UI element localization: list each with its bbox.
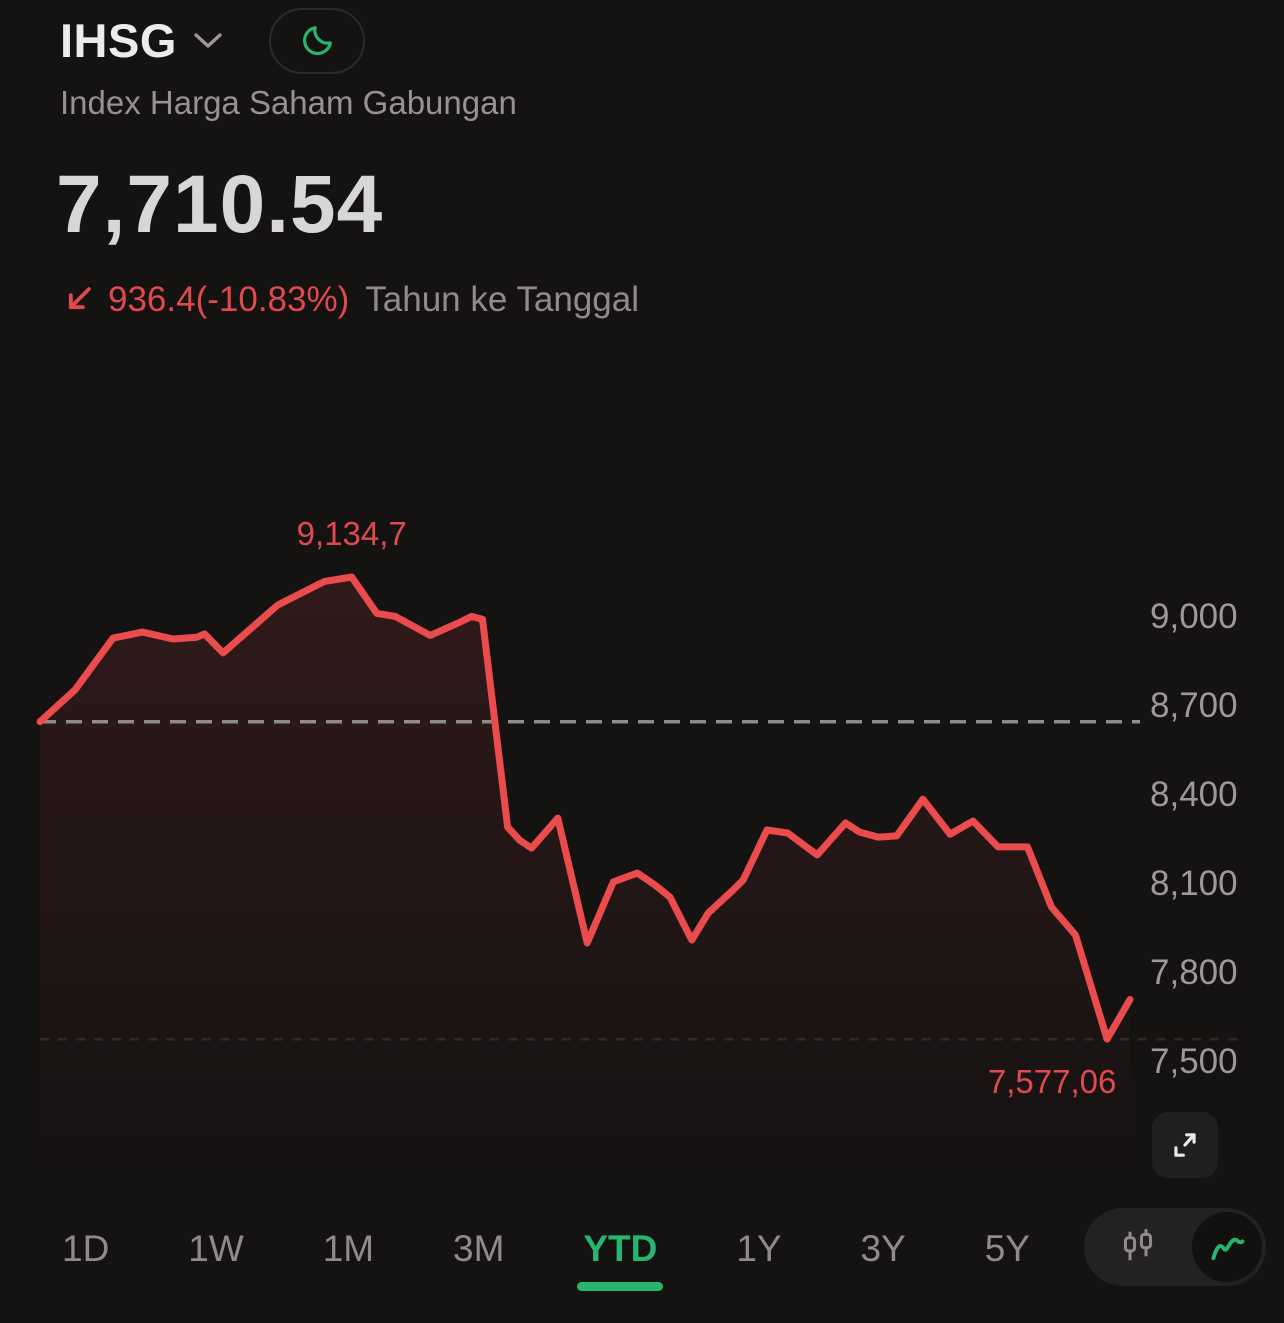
range-tabs: 1D 1W 1M 3M YTD 1Y 3Y 5Y [60,1226,1032,1272]
price-change-row: 936.4(-10.83%) Tahun ke Tanggal [60,280,639,320]
tab-5y[interactable]: 5Y [984,1228,1030,1269]
price-line-series [36,573,1134,1043]
symbol-fullname: Index Harga Saham Gabungan [60,84,517,121]
y-tick-label: 7,500 [1150,1042,1238,1081]
expand-icon [1168,1128,1202,1162]
trend-down-arrow-icon [60,282,96,318]
tab-3m[interactable]: 3M [453,1228,505,1269]
change-value: 936.4(-10.83%) [108,280,350,319]
y-tick-label: 8,100 [1150,864,1238,903]
moon-icon [298,22,336,60]
y-tick-label: 8,700 [1150,686,1238,725]
last-price: 7,710.54 [56,159,384,250]
tab-3y[interactable]: 3Y [860,1228,906,1269]
tab-1m[interactable]: 1M [322,1228,375,1269]
chart-high-label: 9,134,7 [296,515,407,553]
chart-area-fill [40,577,1130,1175]
line-chart-icon [1206,1226,1248,1268]
tab-1y[interactable]: 1Y [736,1228,782,1269]
tab-1d[interactable]: 1D [62,1228,110,1269]
symbol-name: IHSG [60,14,177,67]
y-tick-label: 8,400 [1150,775,1238,814]
symbol-selector[interactable]: IHSG [60,8,365,74]
tab-ytd[interactable]: YTD [581,1226,659,1272]
chevron-down-icon [193,32,223,50]
tab-1w[interactable]: 1W [188,1228,244,1269]
chart-low-label: 7,577,06 [987,1063,1117,1101]
candlestick-chart-icon [1118,1227,1158,1267]
change-period-label: Tahun ke Tanggal [365,280,640,319]
fullscreen-button[interactable] [1152,1112,1218,1178]
y-tick-label: 9,000 [1150,597,1238,636]
line-mode-button[interactable] [1192,1212,1262,1282]
y-tick-label: 7,800 [1150,953,1238,992]
candlestick-mode-button[interactable] [1084,1227,1192,1267]
dark-mode-toggle[interactable] [268,8,365,74]
chart-mode-toggle [1084,1208,1266,1286]
